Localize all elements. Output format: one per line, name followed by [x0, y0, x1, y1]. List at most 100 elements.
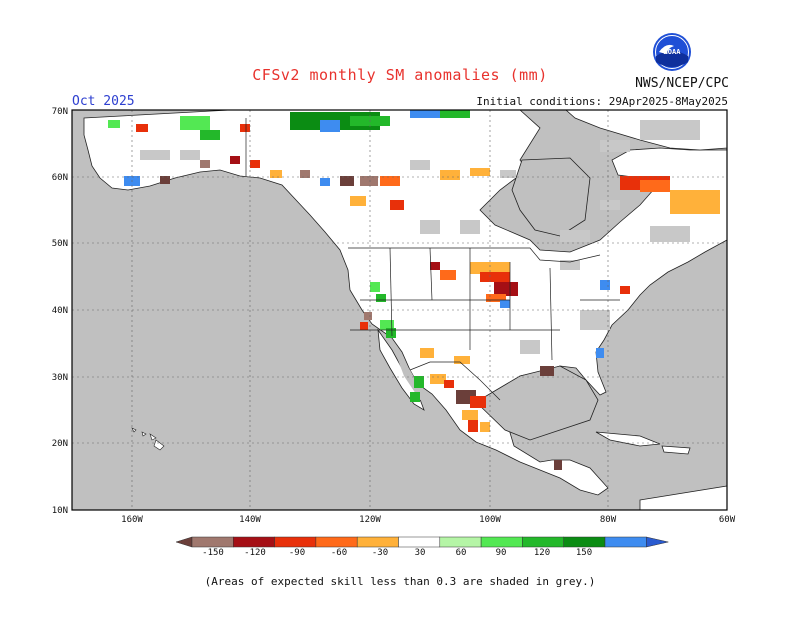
legend-swatch	[604, 536, 647, 548]
anomaly-cell	[620, 286, 630, 294]
anomaly-cell	[520, 340, 540, 354]
anomaly-cell	[376, 294, 386, 302]
anomaly-cell	[410, 110, 440, 118]
lon-label: 140W	[239, 515, 261, 525]
lon-label: 60W	[719, 515, 736, 525]
anomaly-cell	[320, 178, 330, 186]
anomaly-cell	[454, 356, 470, 364]
anomaly-cell	[380, 320, 394, 330]
anomaly-cell	[460, 220, 480, 234]
legend-tick-labels: -150 -120 -90 -60 -30 30 60 90 120 150	[202, 548, 592, 558]
anomaly-cell	[480, 272, 510, 282]
valid-month-label: Oct 2025	[72, 94, 135, 109]
map-frame	[71, 109, 728, 511]
agency-label: NWS/NCEP/CPC	[635, 76, 729, 91]
legend-swatch	[191, 536, 234, 548]
anomaly-cell	[640, 120, 700, 140]
anomaly-cell	[250, 160, 260, 168]
logo-text: NOAA	[664, 48, 682, 56]
lon-label: 80W	[600, 515, 617, 525]
anomaly-cell	[440, 170, 460, 180]
legend-swatch	[480, 536, 523, 548]
legend-swatch	[439, 536, 482, 548]
noaa-logo-icon: NOAA	[653, 33, 691, 71]
lat-label: 70N	[52, 107, 68, 117]
anomaly-cells	[108, 110, 720, 470]
anomaly-cell	[340, 176, 354, 186]
anomaly-cell	[500, 300, 510, 308]
legend-swatch	[356, 536, 399, 548]
anomaly-cell	[470, 262, 510, 274]
anomaly-cell	[200, 130, 220, 140]
legend-tick: -120	[244, 548, 266, 558]
anomaly-cell	[410, 160, 430, 170]
anomaly-cell	[468, 420, 478, 432]
lat-label: 10N	[52, 506, 68, 516]
anomaly-cell	[640, 180, 670, 192]
anomaly-cell	[364, 312, 372, 320]
legend-tick: 30	[415, 548, 426, 558]
anomaly-cell	[470, 396, 486, 408]
anomaly-cell	[670, 190, 720, 214]
anomaly-cell	[370, 282, 380, 292]
lat-label: 30N	[52, 373, 68, 383]
legend-swatch	[233, 536, 275, 548]
anomaly-cell	[494, 282, 518, 296]
anomaly-cell	[180, 116, 210, 130]
anomaly-cell	[444, 380, 454, 388]
anomaly-cell	[554, 460, 562, 470]
anomaly-cell	[140, 150, 170, 160]
anomaly-cell	[486, 294, 506, 302]
anomaly-cell	[136, 124, 148, 132]
anomaly-cell	[440, 110, 470, 118]
anomaly-cell	[200, 160, 210, 168]
lon-label: 120W	[359, 515, 381, 525]
anomaly-cell	[230, 156, 240, 164]
lat-label: 40N	[52, 306, 68, 316]
anomaly-cell	[270, 170, 282, 178]
legend-tick: 120	[534, 548, 550, 558]
anomaly-cell	[350, 196, 366, 206]
chart-title: CFSv2 monthly SM anomalies (mm)	[252, 66, 548, 84]
lon-label: 160W	[121, 515, 143, 525]
legend-tick: 150	[576, 548, 592, 558]
anomaly-cell	[600, 140, 630, 152]
anomaly-cell	[320, 120, 340, 132]
longitude-labels: 160W 140W 120W 100W 80W 60W	[121, 515, 736, 525]
legend-arrow-low	[175, 536, 193, 548]
anomaly-cell	[360, 322, 368, 330]
legend-tick: -60	[331, 548, 347, 558]
anomaly-cell	[386, 328, 396, 338]
anomaly-cell	[420, 220, 440, 234]
anomaly-cell	[540, 366, 554, 376]
anomaly-cell	[380, 176, 400, 186]
lat-label: 50N	[52, 239, 68, 249]
hawaii-islands	[131, 427, 165, 451]
anomaly-cell	[462, 410, 478, 420]
borders	[245, 118, 620, 401]
legend-tick: -30	[372, 548, 388, 558]
graticule	[72, 110, 727, 510]
anomaly-cell	[430, 374, 446, 384]
skill-footnote: (Areas of expected skill less than 0.3 a…	[204, 575, 596, 588]
anomaly-cell	[414, 376, 424, 388]
anomaly-cell	[600, 200, 620, 210]
anomaly-cell	[470, 168, 490, 176]
anomaly-cell	[300, 170, 310, 178]
anomaly-cell	[108, 120, 120, 128]
legend-swatch	[398, 536, 441, 548]
legend-arrow-high	[646, 536, 669, 548]
anomaly-cell	[160, 176, 170, 184]
anomaly-cell	[180, 150, 200, 160]
anomaly-cell	[580, 310, 610, 330]
anomaly-cell	[560, 230, 590, 242]
legend-tick: 60	[456, 548, 467, 558]
anomaly-cell	[240, 124, 250, 132]
lat-label: 20N	[52, 439, 68, 449]
legend-swatch	[274, 536, 317, 548]
anomaly-cell	[420, 348, 434, 358]
anomaly-cell	[560, 260, 580, 270]
legend-tick: 90	[496, 548, 507, 558]
legend-swatch	[563, 536, 606, 548]
